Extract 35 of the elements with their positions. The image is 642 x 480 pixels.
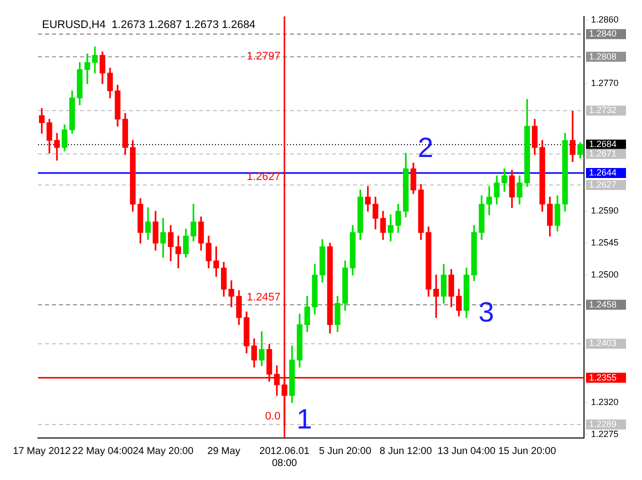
x-tick-label: 8 Jun 12:00 xyxy=(380,446,432,457)
y-tick-label: 1.2500 xyxy=(591,270,619,280)
x-tick-label: 13 Jun 04:00 xyxy=(438,446,496,457)
ref-line-label: 1.2458 xyxy=(589,299,617,310)
x-tick-label: 2012.06.01 08:00 xyxy=(259,446,310,469)
ref-line-label: 1.2627 xyxy=(589,180,617,190)
x-tick-label: 5 Jun 20:00 xyxy=(318,446,372,457)
ref-line-label: 1.2403 xyxy=(589,338,617,348)
annotation: 1 xyxy=(296,403,312,434)
y-tick-label: 1.2545 xyxy=(591,238,619,248)
ref-line-label: 1.2840 xyxy=(589,28,617,39)
annotation: 2 xyxy=(418,132,434,163)
y-tick-label: 1.2770 xyxy=(591,78,619,88)
y-tick-label: 1.2275 xyxy=(591,428,619,439)
ref-line-label: 1.2732 xyxy=(589,105,617,116)
ref-line-label: 1.2808 xyxy=(589,51,617,62)
y-tick-label: 1.2590 xyxy=(591,206,619,216)
ref-line-label: 1.2355 xyxy=(589,372,617,382)
chart-title: EURUSD,H4 1.2673 1.2687 1.2673 1.2684 xyxy=(42,18,256,31)
annotation: 3 xyxy=(478,296,494,328)
annotation: 1.2627 xyxy=(246,171,280,184)
ref-line-label: 1.2671 xyxy=(589,148,617,158)
ref-line-label: 1.2684 xyxy=(589,139,617,150)
ref-line-label: 1.2289 xyxy=(589,419,617,430)
annotation: 1.2457 xyxy=(246,292,280,304)
annotation: 1.2797 xyxy=(246,50,280,63)
x-tick-label: 29 May xyxy=(207,446,240,457)
y-tick-label: 1.2320 xyxy=(591,397,619,408)
y-tick-label: 1.2860 xyxy=(591,14,619,24)
x-tick-label: 22 May 04:00 xyxy=(72,446,134,457)
x-tick-label: 24 May 20:00 xyxy=(132,446,194,457)
x-tick-label: 15 Jun 20:00 xyxy=(498,446,556,457)
annotation: 0.0 xyxy=(265,410,280,423)
ref-line-label: 1.2644 xyxy=(589,167,617,178)
x-tick-label: 17 May 2012 xyxy=(12,446,72,457)
